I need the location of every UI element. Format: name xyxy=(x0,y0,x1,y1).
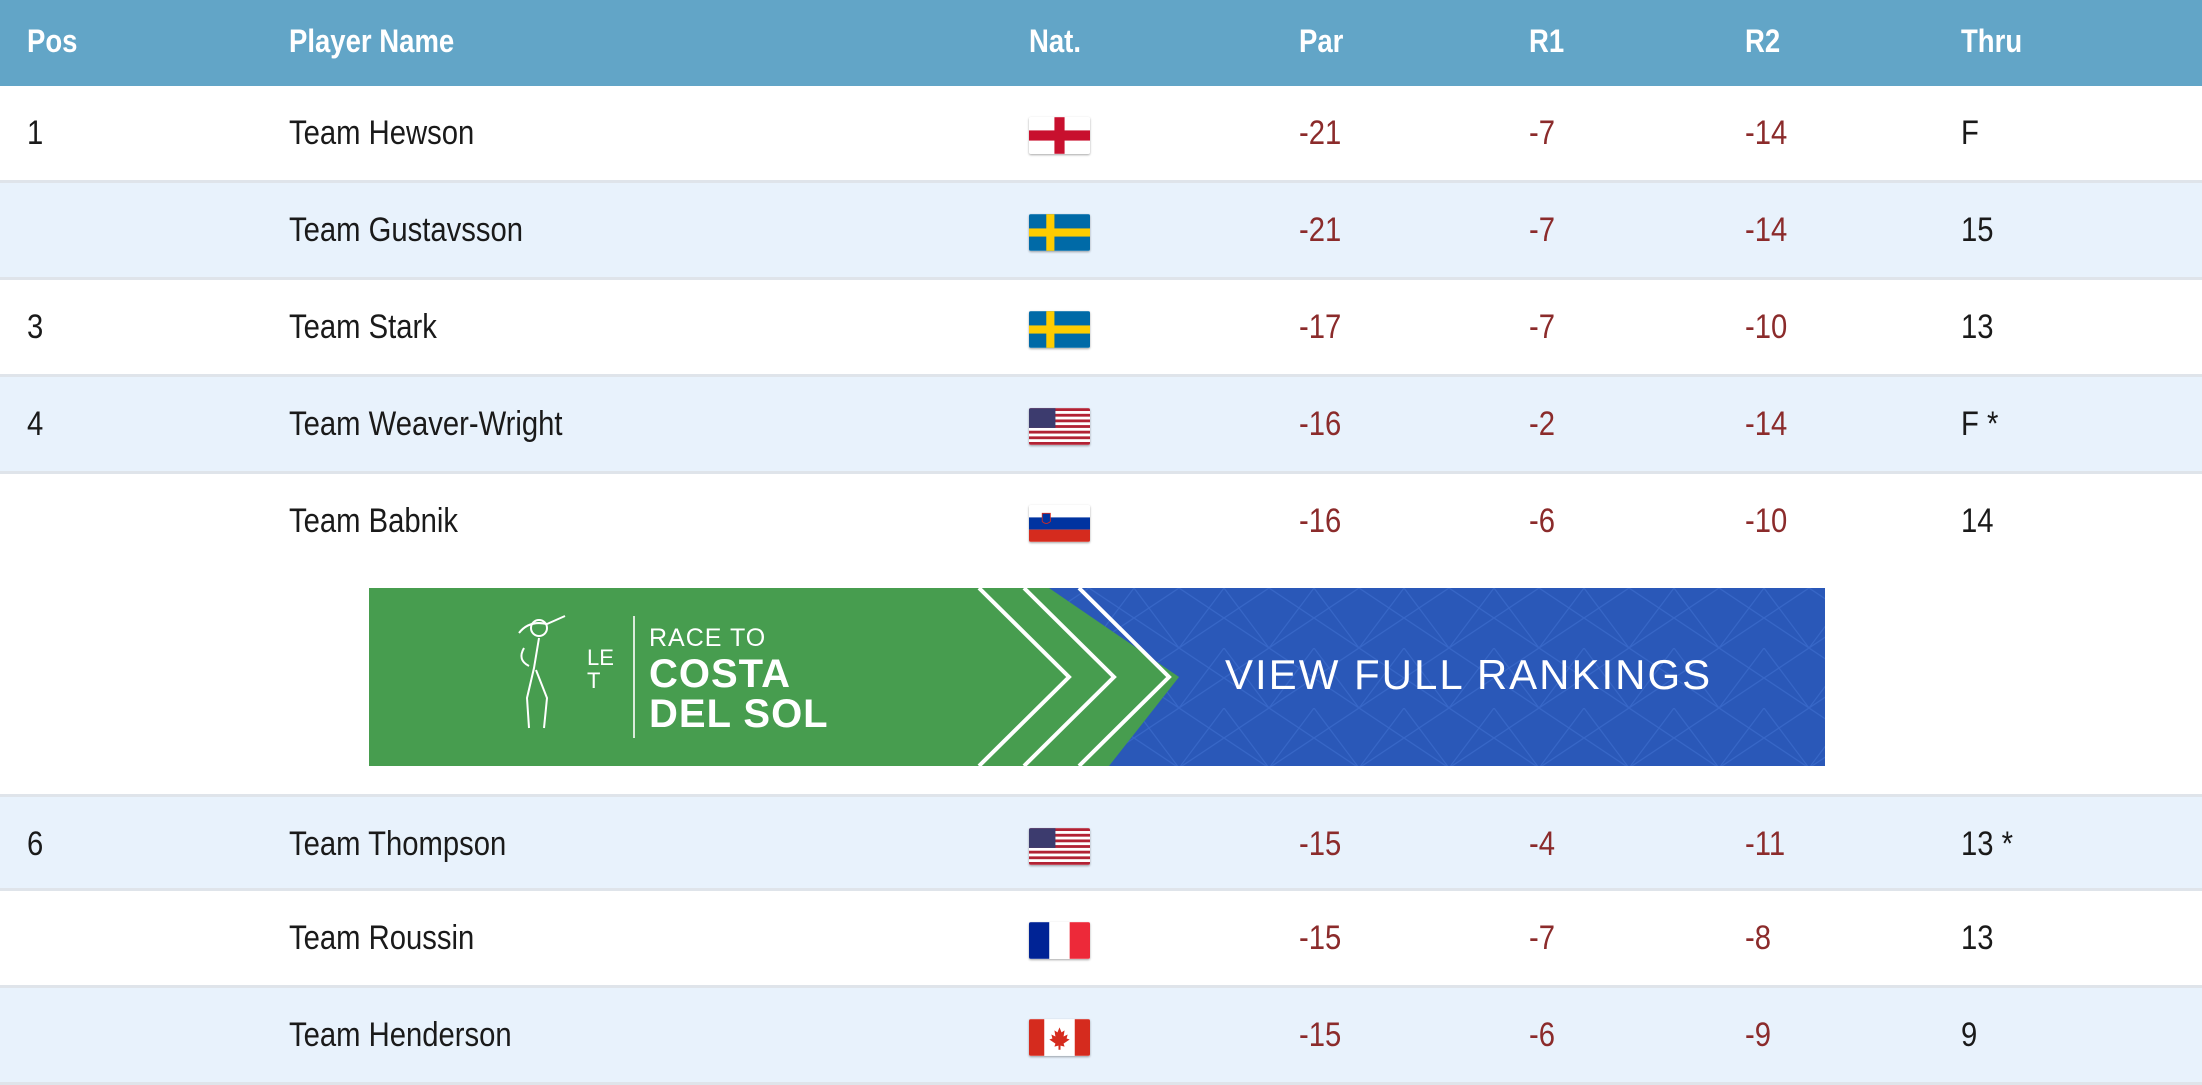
row-r2-score: -14 xyxy=(1745,211,1788,249)
row-thru: F * xyxy=(1961,405,1999,443)
race-to-costa-del-sol-banner[interactable]: LET RACE TO COSTA DEL SOL VIEW FULL RANK… xyxy=(369,588,1825,766)
table-row[interactable]: 3 Team Stark -17 -7 -10 13 xyxy=(0,280,2202,377)
row-position: 1 xyxy=(27,114,44,152)
row-par-score: -21 xyxy=(1299,211,1342,249)
view-full-rankings-link[interactable]: VIEW FULL RANKINGS xyxy=(1225,651,1713,698)
promo-banner-row: LET RACE TO COSTA DEL SOL VIEW FULL RANK… xyxy=(0,573,2202,794)
row-r1-score: -6 xyxy=(1529,1016,1556,1054)
row-position: 4 xyxy=(27,405,44,443)
row-r2-score: -14 xyxy=(1745,405,1788,443)
row-thru: 13 * xyxy=(1961,825,2014,863)
france-flag-icon xyxy=(1029,922,1090,959)
row-thru: 14 xyxy=(1961,502,1994,540)
column-header-r2[interactable]: R2 xyxy=(1745,23,1781,59)
row-r2-score: -10 xyxy=(1745,502,1788,540)
row-thru: 9 xyxy=(1961,1016,1978,1054)
table-row[interactable]: Team Gustavsson -21 -7 -14 15 xyxy=(0,183,2202,280)
row-r1-score: -7 xyxy=(1529,308,1556,346)
banner-del-sol: DEL SOL xyxy=(649,692,829,736)
row-par-score: -15 xyxy=(1299,825,1342,863)
row-par-score: -15 xyxy=(1299,1016,1342,1054)
row-player-name[interactable]: Team Roussin xyxy=(289,919,475,957)
row-player-name[interactable]: Team Hewson xyxy=(289,114,475,152)
column-header-thru[interactable]: Thru xyxy=(1961,23,2023,59)
row-player-name[interactable]: Team Henderson xyxy=(289,1016,512,1054)
row-r2-score: -8 xyxy=(1745,919,1772,957)
row-player-name[interactable]: Team Stark xyxy=(289,308,437,346)
row-r2-score: -11 xyxy=(1745,825,1786,863)
sweden-flag-icon xyxy=(1029,214,1090,251)
column-header-nat[interactable]: Nat. xyxy=(1029,23,1081,59)
table-row[interactable]: 4 Team Weaver-Wright -16 -2 -14 F * xyxy=(0,377,2202,474)
let-golfer-logo-icon xyxy=(518,615,566,729)
row-par-score: -16 xyxy=(1299,502,1342,540)
england-flag-icon xyxy=(1029,117,1090,154)
row-r1-score: -7 xyxy=(1529,114,1556,152)
row-par-score: -17 xyxy=(1299,308,1342,346)
row-thru: 13 xyxy=(1961,308,1994,346)
row-r2-score: -14 xyxy=(1745,114,1788,152)
column-header-r1[interactable]: R1 xyxy=(1529,23,1565,59)
table-row[interactable]: Team Babnik -16 -6 -10 14 xyxy=(0,474,2202,571)
usa-flag-icon xyxy=(1029,828,1090,865)
row-r1-score: -4 xyxy=(1529,825,1556,863)
let-logo-text: LET xyxy=(587,645,614,693)
table-row[interactable]: Team Henderson -15 -6 -9 9 xyxy=(0,988,2202,1085)
row-par-score: -16 xyxy=(1299,405,1342,443)
column-header-player-name[interactable]: Player Name xyxy=(289,23,455,59)
row-r2-score: -10 xyxy=(1745,308,1788,346)
banner-race-to: RACE TO xyxy=(649,624,767,652)
canada-flag-icon xyxy=(1029,1019,1090,1056)
column-header-par[interactable]: Par xyxy=(1299,23,1344,59)
row-r1-score: -2 xyxy=(1529,405,1556,443)
row-player-name[interactable]: Team Weaver-Wright xyxy=(289,405,563,443)
column-header-pos[interactable]: Pos xyxy=(27,23,78,59)
row-r1-score: -6 xyxy=(1529,502,1556,540)
row-par-score: -15 xyxy=(1299,919,1342,957)
row-r1-score: -7 xyxy=(1529,211,1556,249)
leaderboard-header: Pos Player Name Nat. Par R1 R2 Thru xyxy=(0,0,2202,89)
slovenia-flag-icon xyxy=(1029,505,1090,542)
row-thru: 13 xyxy=(1961,919,1994,957)
table-row[interactable]: 1 Team Hewson -21 -7 -14 F xyxy=(0,86,2202,183)
row-thru: F xyxy=(1961,114,1979,152)
row-par-score: -21 xyxy=(1299,114,1342,152)
row-player-name[interactable]: Team Gustavsson xyxy=(289,211,524,249)
row-r2-score: -9 xyxy=(1745,1016,1772,1054)
table-row[interactable]: 6 Team Thompson -15 -4 -11 13 * xyxy=(0,794,2202,891)
row-player-name[interactable]: Team Thompson xyxy=(289,825,507,863)
usa-flag-icon xyxy=(1029,408,1090,445)
row-player-name[interactable]: Team Babnik xyxy=(289,502,459,540)
sweden-flag-icon xyxy=(1029,311,1090,348)
row-r1-score: -7 xyxy=(1529,919,1556,957)
row-thru: 15 xyxy=(1961,211,1994,249)
row-position: 3 xyxy=(27,308,44,346)
row-position: 6 xyxy=(27,825,44,863)
banner-costa: COSTA xyxy=(649,652,792,696)
table-row[interactable]: Team Roussin -15 -7 -8 13 xyxy=(0,891,2202,988)
